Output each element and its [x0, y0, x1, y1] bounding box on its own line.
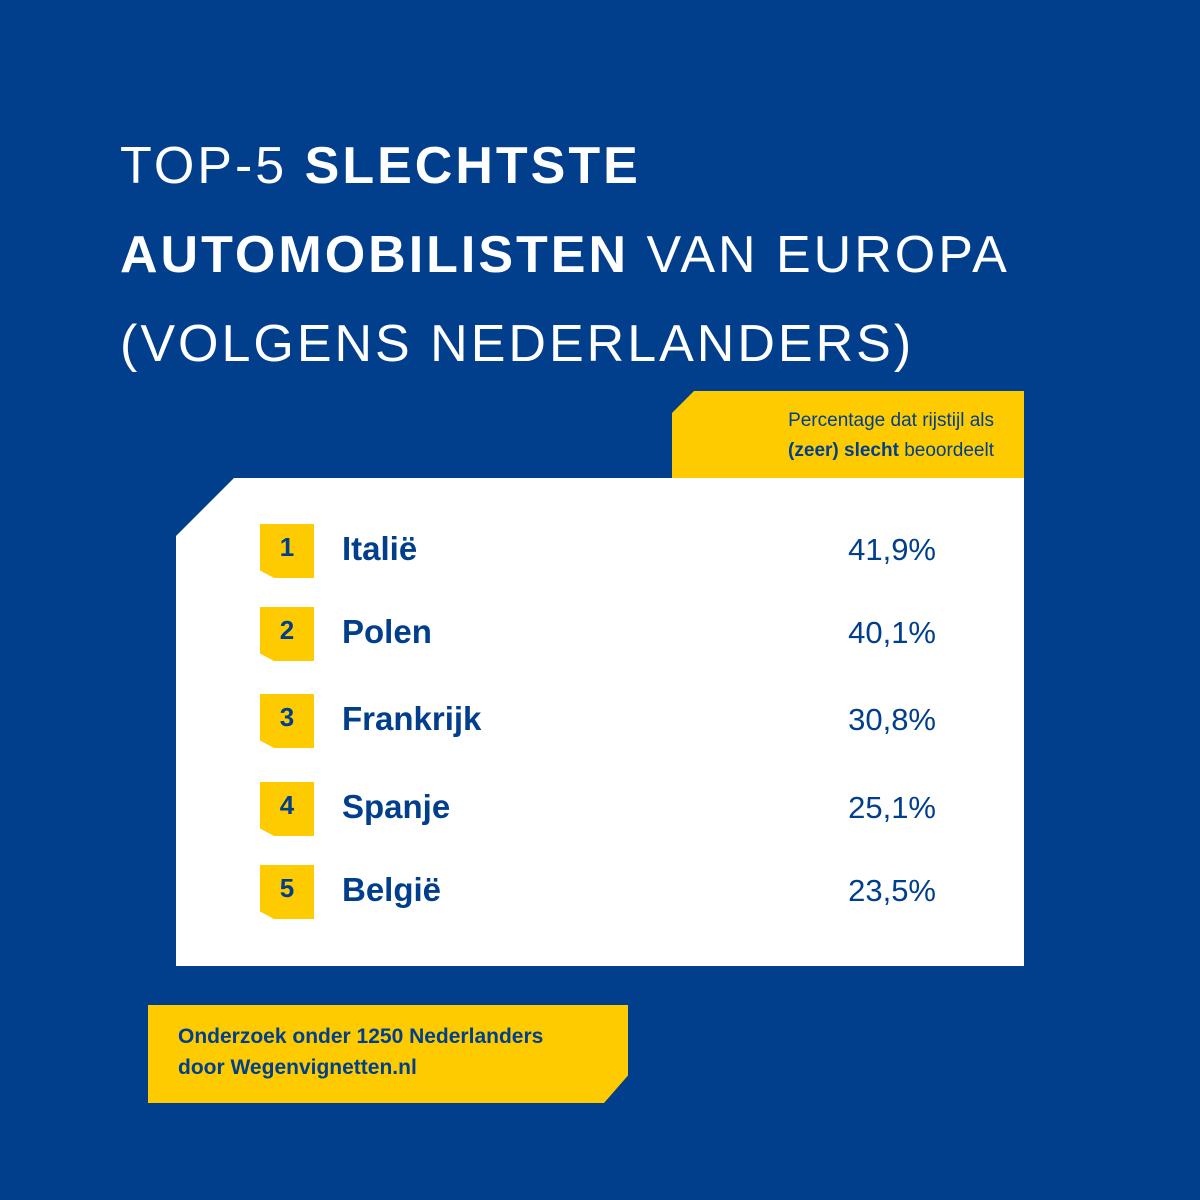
source-note-line-1: Onderzoek onder 1250 Nederlanders	[178, 1025, 544, 1048]
title-bold-text: AUTOMOBILISTEN	[120, 226, 630, 284]
source-note: Onderzoek onder 1250 Nederlanders door W…	[148, 1005, 628, 1103]
title-light-text: VAN EUROPA	[629, 226, 1010, 284]
title-light-text: TOP-5	[120, 137, 305, 195]
country-name: Italië	[342, 530, 418, 567]
ranking-row: 4 Spanje 25,1%	[176, 782, 1024, 836]
ranking-row: 3 Frankrijk 30,8%	[176, 694, 1024, 748]
rank-badge: 5	[260, 865, 314, 919]
rank-badge: 2	[260, 607, 314, 661]
rank-badge: 3	[260, 694, 314, 748]
country-name: Polen	[342, 613, 432, 650]
title-light-text: (VOLGENS NEDERLANDERS)	[120, 315, 915, 373]
percentage-value: 41,9%	[848, 532, 936, 567]
percentage-value: 40,1%	[848, 615, 936, 650]
percentage-value: 30,8%	[848, 702, 936, 737]
title-bold-text: SLECHTSTE	[304, 137, 641, 195]
ranking-card: 1 Italië 41,9% 2 Polen 40,1% 3 Frankrijk…	[176, 478, 1024, 966]
column-header-label: Percentage dat rijstijl als (zeer) slech…	[672, 391, 1024, 479]
percentage-value: 25,1%	[848, 790, 936, 825]
column-header-line-2: (zeer) slecht beoordeelt	[692, 436, 994, 466]
country-name: Spanje	[342, 788, 451, 825]
title-line-2: AUTOMOBILISTEN VAN EUROPA	[120, 211, 1140, 300]
column-header-bold-text: (zeer) slecht	[788, 440, 899, 461]
column-header-line-1: Percentage dat rijstijl als	[788, 410, 994, 431]
ranking-row: 1 Italië 41,9%	[176, 524, 1024, 578]
rank-badge: 4	[260, 782, 314, 836]
title-line-1: TOP-5 SLECHTSTE	[120, 122, 1140, 211]
country-name: België	[342, 871, 442, 908]
country-name: Frankrijk	[342, 700, 482, 737]
ranking-row: 5 België 23,5%	[176, 865, 1024, 919]
column-header-rest-text: beoordeelt	[898, 440, 994, 461]
page-title: TOP-5 SLECHTSTE AUTOMOBILISTEN VAN EUROP…	[120, 122, 1140, 389]
percentage-value: 23,5%	[848, 873, 936, 908]
rank-badge: 1	[260, 524, 314, 578]
title-line-3: (VOLGENS NEDERLANDERS)	[120, 300, 1140, 389]
ranking-row: 2 Polen 40,1%	[176, 607, 1024, 661]
source-note-line-2: door Wegenvignetten.nl	[178, 1056, 417, 1079]
